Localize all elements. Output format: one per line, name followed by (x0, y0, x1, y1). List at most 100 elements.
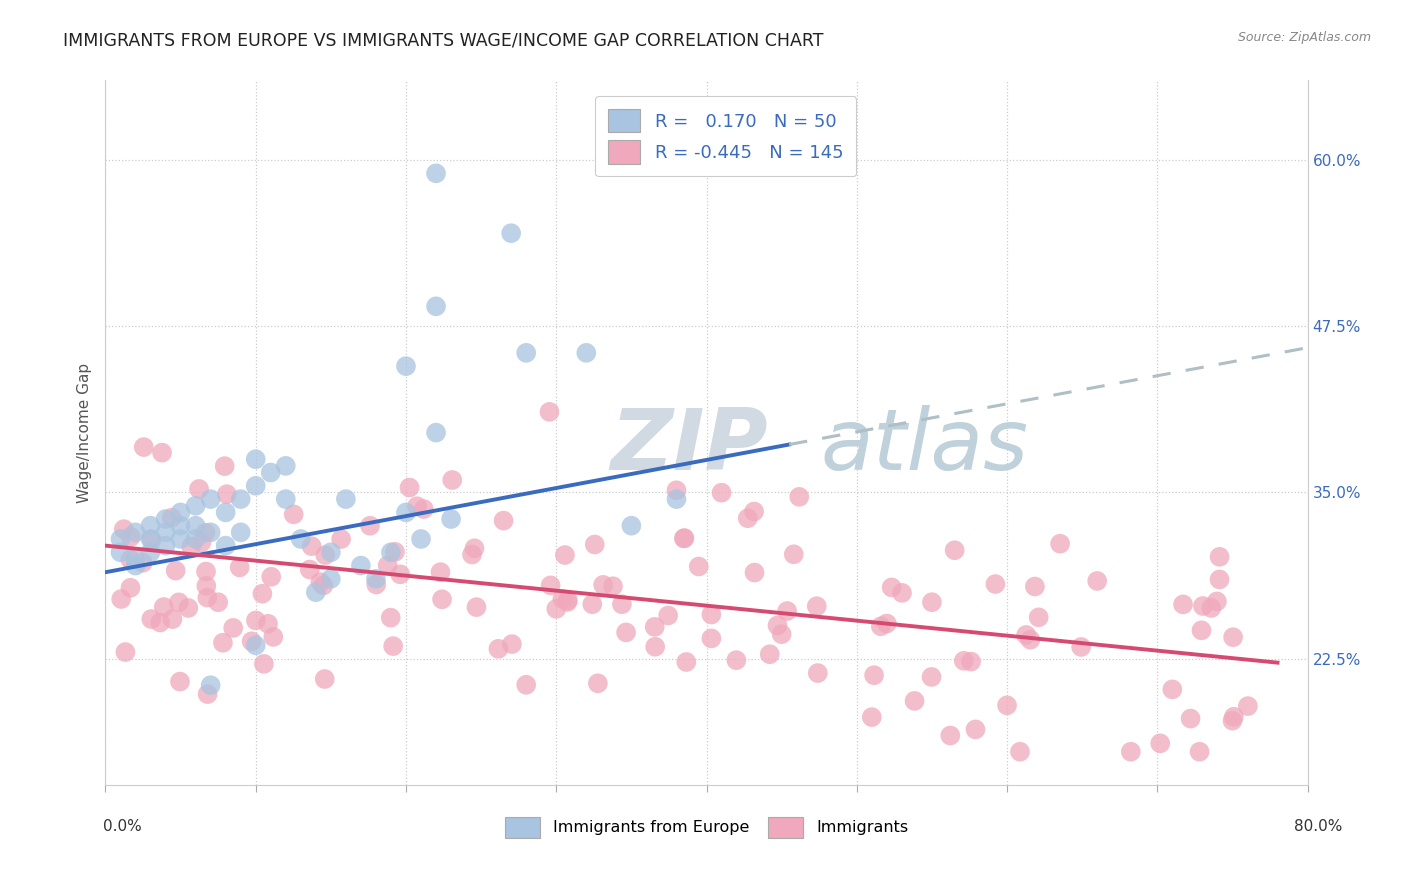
Point (165, 564, 187, 578)
Point (672, 532, 695, 546)
Point (787, 490, 810, 504)
Point (283, 508, 305, 522)
Point (253, 657, 276, 671)
Point (770, 627, 793, 641)
Point (557, 593, 579, 607)
Point (1161, 682, 1184, 697)
Point (406, 500, 429, 514)
Point (120, 530, 142, 544)
Point (215, 487, 238, 501)
Point (710, 485, 733, 500)
Point (463, 541, 485, 556)
Point (614, 625, 637, 640)
Point (501, 226, 523, 240)
Point (245, 452, 267, 467)
Point (319, 545, 342, 559)
Point (592, 578, 614, 592)
Point (461, 548, 484, 562)
Point (876, 616, 898, 631)
Point (492, 514, 515, 528)
Point (737, 511, 759, 525)
Point (245, 614, 267, 628)
Point (620, 518, 643, 533)
Point (441, 473, 464, 487)
Point (195, 579, 218, 593)
Point (252, 587, 274, 601)
Point (149, 615, 172, 630)
Point (412, 502, 434, 516)
Point (665, 492, 688, 507)
Point (540, 578, 562, 592)
Point (575, 346, 598, 360)
Point (160, 510, 183, 524)
Point (314, 548, 336, 562)
Point (440, 512, 463, 526)
Point (229, 525, 252, 540)
Point (124, 558, 146, 573)
Point (1024, 580, 1046, 594)
Point (312, 578, 335, 592)
Text: 0.0%: 0.0% (103, 820, 142, 834)
Point (673, 531, 696, 545)
Point (214, 459, 236, 474)
Point (943, 543, 966, 558)
Point (184, 532, 207, 546)
Point (1028, 610, 1050, 624)
Point (583, 537, 606, 551)
Point (700, 607, 723, 622)
Point (965, 723, 987, 737)
Point (1119, 745, 1142, 759)
Point (177, 601, 200, 615)
Point (644, 620, 666, 634)
Point (995, 698, 1018, 713)
Point (1237, 699, 1260, 714)
Point (257, 616, 280, 631)
Point (610, 597, 633, 611)
Point (141, 533, 163, 547)
Point (169, 674, 191, 689)
Point (389, 567, 412, 582)
Point (1049, 536, 1071, 550)
Point (744, 566, 766, 580)
Point (382, 639, 405, 653)
Point (1008, 745, 1031, 759)
Point (228, 560, 250, 574)
Point (169, 532, 191, 546)
Point (380, 610, 402, 624)
Point (863, 668, 886, 682)
Point (395, 505, 418, 519)
Point (139, 518, 162, 533)
Point (665, 483, 688, 498)
Point (425, 299, 447, 313)
Point (124, 552, 146, 566)
Point (200, 492, 222, 507)
Point (155, 539, 177, 553)
Point (200, 678, 222, 692)
Point (240, 634, 263, 648)
Point (120, 581, 142, 595)
Point (301, 539, 323, 553)
Point (188, 482, 211, 496)
Point (1222, 714, 1244, 728)
Point (395, 359, 418, 373)
Point (758, 647, 780, 661)
Point (1149, 736, 1171, 750)
Point (766, 618, 789, 632)
Point (960, 655, 983, 669)
Text: ZIP: ZIP (610, 405, 768, 488)
Point (305, 585, 328, 599)
Text: IMMIGRANTS FROM EUROPE VS IMMIGRANTS WAGE/INCOME GAP CORRELATION CHART: IMMIGRANTS FROM EUROPE VS IMMIGRANTS WAG… (63, 31, 824, 49)
Point (229, 492, 252, 507)
Point (309, 575, 332, 590)
Point (260, 466, 283, 480)
Point (501, 637, 523, 651)
Point (425, 166, 447, 180)
Point (806, 599, 828, 614)
Point (207, 595, 229, 609)
Point (1180, 712, 1202, 726)
Point (1201, 601, 1223, 615)
Point (486, 641, 509, 656)
Point (330, 532, 353, 546)
Point (939, 729, 962, 743)
Point (112, 522, 135, 536)
